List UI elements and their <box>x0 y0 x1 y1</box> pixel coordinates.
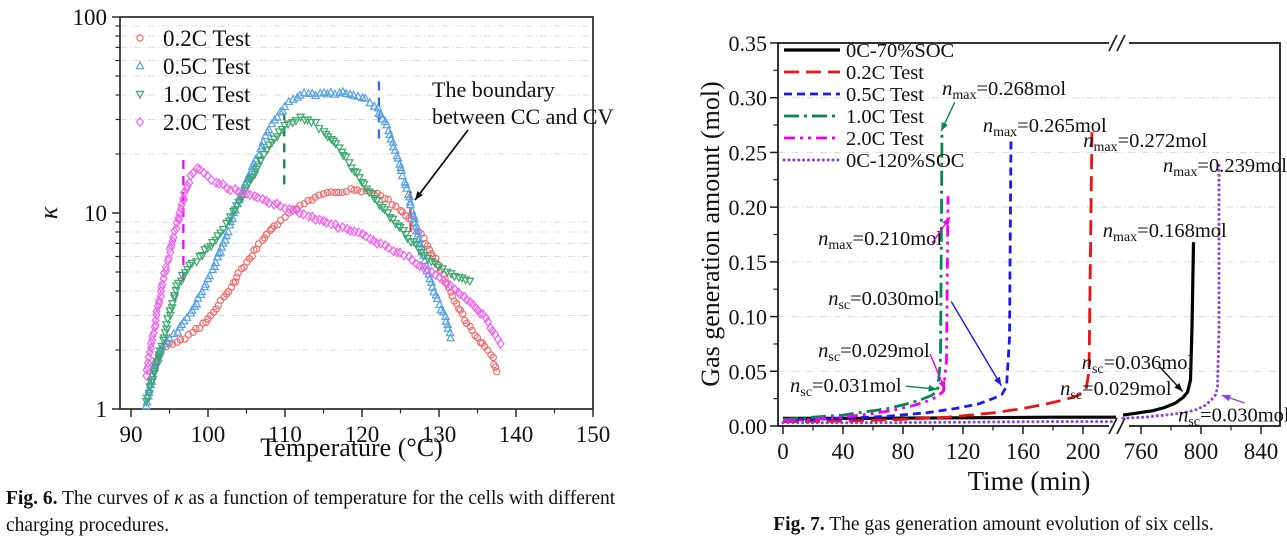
svg-text:0.20: 0.20 <box>729 195 768 220</box>
fig6-caption-text-post: as a function of temperature for the cel… <box>6 488 616 536</box>
svg-text:1.0C Test: 1.0C Test <box>846 106 924 128</box>
svg-text:80: 80 <box>892 439 915 464</box>
svg-text:The boundary: The boundary <box>432 77 555 102</box>
svg-text:800: 800 <box>1184 439 1219 464</box>
svg-text:0.5C Test: 0.5C Test <box>846 84 924 106</box>
fig7-gas-generation-chart: 0.00 0.05 0.10 0.15 0.20 0.25 0.30 0.35 0 40 80 120… <box>700 31 1287 496</box>
svg-text:840: 840 <box>1244 439 1279 464</box>
svg-text:0.15: 0.15 <box>729 250 768 275</box>
svg-text:120: 120 <box>946 439 981 464</box>
fig7-caption-text: The gas generation amount evolution of s… <box>824 514 1214 535</box>
svg-text:Time (min): Time (min) <box>968 466 1091 496</box>
svg-text:Temperature (°C): Temperature (°C) <box>260 433 443 462</box>
svg-text:0.30: 0.30 <box>729 86 768 111</box>
svg-text:40: 40 <box>832 439 855 464</box>
svg-text:1.0C Test: 1.0C Test <box>163 82 251 107</box>
fig6-caption-kappa-symbol: κ <box>174 488 184 509</box>
svg-text:110: 110 <box>268 422 302 447</box>
svg-text:nmax=0.272mol: nmax=0.272mol <box>1083 130 1207 155</box>
svg-text:0.00: 0.00 <box>729 414 768 439</box>
fig6-caption-label: Fig. 6. <box>6 488 58 509</box>
svg-text:nsc=0.036mol: nsc=0.036mol <box>1082 352 1194 377</box>
svg-text:140: 140 <box>499 422 534 447</box>
svg-text:0C-70%SOC: 0C-70%SOC <box>846 40 954 62</box>
svg-text:Gas generation amount (mol): Gas generation amount (mol) <box>700 81 725 386</box>
svg-text:nmax=0.268mol: nmax=0.268mol <box>942 78 1066 103</box>
svg-text:0C-120%SOC: 0C-120%SOC <box>846 150 964 172</box>
svg-text:nmax=0.265mol: nmax=0.265mol <box>983 115 1107 140</box>
svg-text:160: 160 <box>1006 439 1041 464</box>
svg-text:0.35: 0.35 <box>729 31 768 56</box>
fig7-caption: Fig. 7. The gas generation amount evolut… <box>700 512 1287 539</box>
fig6-caption-text-pre: The curves of <box>57 488 175 509</box>
svg-text:0.25: 0.25 <box>729 140 768 165</box>
svg-text:760: 760 <box>1124 439 1159 464</box>
svg-text:nsc=0.029mol: nsc=0.029mol <box>1060 378 1172 403</box>
svg-text:2.0C Test: 2.0C Test <box>846 128 924 150</box>
svg-text:0: 0 <box>777 439 789 464</box>
svg-text:nmax=0.239mol: nmax=0.239mol <box>1163 155 1287 180</box>
svg-text:nsc=0.031mol: nsc=0.031mol <box>790 375 902 400</box>
svg-text:κ: κ <box>34 206 63 219</box>
svg-text:200: 200 <box>1066 439 1101 464</box>
svg-text:0.10: 0.10 <box>729 305 768 330</box>
svg-text:0.5C Test: 0.5C Test <box>163 54 251 79</box>
svg-text:1: 1 <box>96 397 108 422</box>
svg-text:0.05: 0.05 <box>729 359 768 384</box>
svg-text:nmax=0.168mol: nmax=0.168mol <box>1103 220 1227 245</box>
svg-text:120: 120 <box>345 422 380 447</box>
svg-text:nsc=0.029mol: nsc=0.029mol <box>818 340 930 365</box>
fig7-caption-label: Fig. 7. <box>773 514 825 535</box>
svg-text:130: 130 <box>422 422 457 447</box>
svg-text:between CC and CV: between CC and CV <box>432 104 614 129</box>
svg-text:90: 90 <box>120 422 143 447</box>
svg-text:nmax=0.210mol: nmax=0.210mol <box>818 228 942 253</box>
svg-text:0.2C Test: 0.2C Test <box>163 26 251 51</box>
svg-text:100: 100 <box>191 422 226 447</box>
svg-text:nsc=0.030mol: nsc=0.030mol <box>828 288 940 313</box>
svg-text:2.0C Test: 2.0C Test <box>163 110 251 135</box>
svg-text:0.2C Test: 0.2C Test <box>846 62 924 84</box>
svg-text:nsc=0.030mol: nsc=0.030mol <box>1178 405 1287 430</box>
svg-text:100: 100 <box>73 5 108 30</box>
svg-text:150: 150 <box>576 422 611 447</box>
fig6-caption: Fig. 6. The curves of κ as a function of… <box>6 486 660 540</box>
svg-text:10: 10 <box>84 201 107 226</box>
